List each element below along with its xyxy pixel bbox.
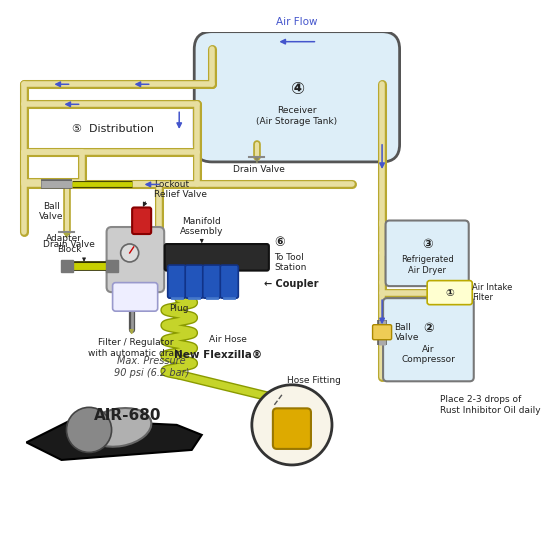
Text: New Flexzilla®: New Flexzilla® [174, 349, 262, 359]
FancyArrowPatch shape [130, 330, 133, 333]
FancyBboxPatch shape [221, 265, 238, 298]
Text: Plug: Plug [169, 304, 189, 312]
Circle shape [67, 408, 112, 453]
Text: To Tool
Station: To Tool Station [274, 252, 307, 272]
Circle shape [252, 385, 332, 465]
FancyBboxPatch shape [164, 244, 269, 271]
FancyBboxPatch shape [383, 298, 474, 381]
Text: Ball
Valve: Ball Valve [39, 202, 64, 221]
Ellipse shape [87, 408, 151, 447]
Text: ②: ② [423, 322, 434, 335]
FancyBboxPatch shape [372, 324, 392, 340]
Text: Ball
Valve: Ball Valve [394, 322, 419, 342]
FancyBboxPatch shape [185, 265, 204, 298]
Text: Receiver
(Air Storage Tank): Receiver (Air Storage Tank) [256, 106, 338, 125]
FancyBboxPatch shape [273, 408, 311, 449]
Text: Air Flow: Air Flow [276, 16, 318, 26]
Text: Max. Pressure
90 psi (6.2 bar): Max. Pressure 90 psi (6.2 bar) [114, 356, 189, 378]
FancyArrowPatch shape [65, 234, 68, 236]
FancyBboxPatch shape [194, 32, 400, 162]
Text: Refrigerated
Air Dryer: Refrigerated Air Dryer [401, 255, 454, 274]
FancyBboxPatch shape [168, 265, 186, 298]
Text: Manifold
Assembly: Manifold Assembly [180, 217, 223, 236]
FancyBboxPatch shape [132, 207, 151, 234]
Text: Hose Fitting: Hose Fitting [287, 376, 341, 385]
Text: ⑥: ⑥ [274, 236, 285, 249]
Text: ③: ③ [422, 238, 432, 251]
Circle shape [120, 244, 139, 262]
Text: Place 2-3 drops of
Rust Inhibitor Oil daily: Place 2-3 drops of Rust Inhibitor Oil da… [439, 395, 540, 415]
Text: Filter / Regulator
with automatic drain: Filter / Regulator with automatic drain [88, 338, 183, 358]
Text: ← Coupler: ← Coupler [265, 279, 319, 289]
Text: Air Intake
Filter: Air Intake Filter [472, 283, 513, 302]
Text: ①: ① [446, 288, 454, 298]
Text: Air Hose: Air Hose [209, 335, 247, 344]
FancyBboxPatch shape [203, 265, 221, 298]
Text: Lockout
Relief Valve: Lockout Relief Valve [154, 180, 207, 200]
FancyArrowPatch shape [255, 158, 258, 162]
FancyBboxPatch shape [113, 283, 158, 311]
Text: Adapter
Block: Adapter Block [46, 234, 81, 254]
FancyBboxPatch shape [427, 280, 472, 305]
FancyBboxPatch shape [107, 227, 164, 292]
Text: Drain Valve: Drain Valve [43, 240, 95, 249]
Text: ④: ④ [290, 80, 304, 98]
Text: Air
Compressor: Air Compressor [402, 345, 455, 365]
Text: ⑤  Distribution: ⑤ Distribution [72, 124, 153, 134]
Text: AIR-680: AIR-680 [94, 408, 162, 424]
FancyBboxPatch shape [386, 221, 469, 286]
Polygon shape [26, 420, 202, 460]
Text: Drain Valve: Drain Valve [233, 165, 285, 174]
